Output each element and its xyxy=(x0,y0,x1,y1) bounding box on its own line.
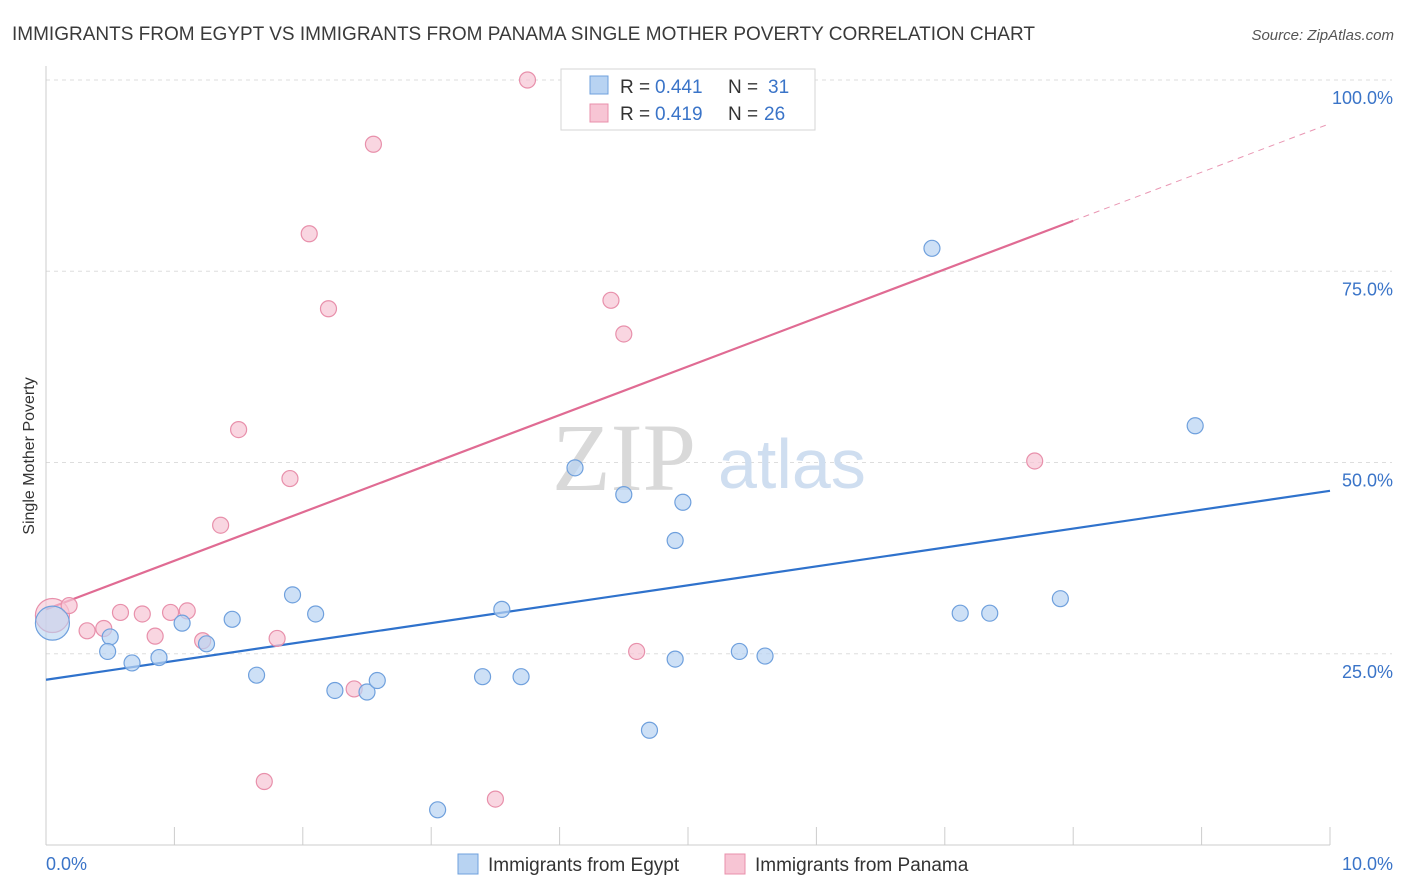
point-egypt-12 xyxy=(358,683,376,701)
y-tick-label-100: 100.0% xyxy=(1332,88,1393,108)
point-panama-22 xyxy=(602,291,620,309)
point-panama-5 xyxy=(133,605,151,623)
series-legend-label-egypt: Immigrants from Egypt xyxy=(488,855,680,876)
point-egypt-18 xyxy=(615,486,633,504)
point-egypt-1 xyxy=(101,628,119,646)
legend-swatch-panama xyxy=(589,103,609,123)
series-legend-swatch-panama xyxy=(724,853,746,875)
x-tick-label-max: 10.0% xyxy=(1342,854,1393,874)
point-egypt-3 xyxy=(123,654,141,672)
watermark: ZIP atlas xyxy=(552,404,866,511)
legend-n-label-panama: N = xyxy=(728,104,758,125)
point-egypt-29 xyxy=(1051,590,1069,608)
point-egypt-9 xyxy=(283,586,302,604)
point-egypt-22 xyxy=(674,493,692,511)
y-axis-title: Single Mother Poverty xyxy=(21,377,38,534)
legend-r-value-panama: 0.419 xyxy=(655,104,703,125)
point-egypt-25 xyxy=(756,647,774,665)
point-egypt-16 xyxy=(512,668,530,686)
point-egypt-27 xyxy=(951,604,969,622)
y-tick-labels: 25.0% 50.0% 75.0% 100.0% xyxy=(1332,88,1393,682)
point-egypt-26 xyxy=(923,239,941,257)
point-egypt-20 xyxy=(666,531,684,550)
point-egypt-21 xyxy=(429,801,447,819)
point-panama-2 xyxy=(78,622,96,640)
point-egypt-13 xyxy=(368,671,386,690)
point-egypt-19 xyxy=(640,721,659,739)
legend-n-label-egypt: N = xyxy=(728,77,758,98)
point-panama-12 xyxy=(255,772,273,791)
point-egypt-8 xyxy=(247,666,266,684)
point-panama-13 xyxy=(268,629,286,648)
point-panama-4 xyxy=(111,603,130,622)
point-panama-19 xyxy=(486,790,504,808)
point-panama-20 xyxy=(518,71,537,89)
y-tick-label-75: 75.0% xyxy=(1342,279,1393,299)
point-egypt-15 xyxy=(493,600,511,618)
point-egypt-0 xyxy=(34,605,71,641)
trend-line-extension-1 xyxy=(1073,123,1331,222)
point-egypt-23 xyxy=(666,650,684,668)
series-legend: Immigrants from Egypt Immigrants from Pa… xyxy=(457,853,969,876)
point-egypt-2 xyxy=(99,642,117,661)
point-panama-10 xyxy=(212,516,230,534)
point-egypt-14 xyxy=(473,668,492,686)
x-tick-label-min: 0.0% xyxy=(46,854,87,874)
point-panama-1 xyxy=(60,596,78,615)
legend-n-value-egypt: 31 xyxy=(768,77,789,98)
point-panama-7 xyxy=(161,603,180,622)
legend-r-label-panama: R = xyxy=(620,104,650,125)
point-panama-23 xyxy=(615,325,633,343)
point-panama-16 xyxy=(319,300,338,318)
point-panama-15 xyxy=(300,225,318,243)
stats-legend: R = 0.441 N = 31 R = 0.419 N = 26 xyxy=(560,68,816,131)
axes xyxy=(45,66,1331,846)
source-label: Source: ZipAtlas.com xyxy=(1251,27,1394,44)
point-panama-25 xyxy=(1026,452,1044,470)
point-panama-18 xyxy=(364,135,383,153)
trend-line-0 xyxy=(45,489,1331,681)
point-egypt-11 xyxy=(326,681,344,700)
point-panama-11 xyxy=(230,421,248,439)
legend-swatch-egypt xyxy=(589,75,609,95)
trend-line-1 xyxy=(45,219,1074,611)
point-panama-24 xyxy=(628,642,646,661)
legend-n-value-panama: 26 xyxy=(764,104,785,125)
legend-r-label-egypt: R = xyxy=(620,77,650,98)
point-egypt-4 xyxy=(150,648,168,667)
point-panama-14 xyxy=(281,469,299,488)
grid-lines xyxy=(46,79,1392,655)
point-panama-6 xyxy=(146,627,164,645)
point-egypt-17 xyxy=(566,459,584,477)
trend-lines xyxy=(45,123,1331,681)
point-egypt-30 xyxy=(1186,417,1204,435)
data-points xyxy=(34,71,1204,819)
y-tick-label-25: 25.0% xyxy=(1342,662,1393,682)
point-egypt-5 xyxy=(173,614,191,632)
point-egypt-7 xyxy=(223,610,241,628)
point-egypt-6 xyxy=(197,635,216,653)
point-egypt-24 xyxy=(730,642,748,661)
point-egypt-10 xyxy=(307,605,325,623)
y-tick-label-50: 50.0% xyxy=(1342,471,1393,491)
point-egypt-28 xyxy=(981,604,999,622)
series-legend-label-panama: Immigrants from Panama xyxy=(755,855,969,876)
series-legend-swatch-egypt xyxy=(457,853,479,875)
chart-title: IMMIGRANTS FROM EGYPT VS IMMIGRANTS FROM… xyxy=(12,24,1035,45)
legend-r-value-egypt: 0.441 xyxy=(655,77,703,98)
watermark-atlas: atlas xyxy=(718,425,866,503)
